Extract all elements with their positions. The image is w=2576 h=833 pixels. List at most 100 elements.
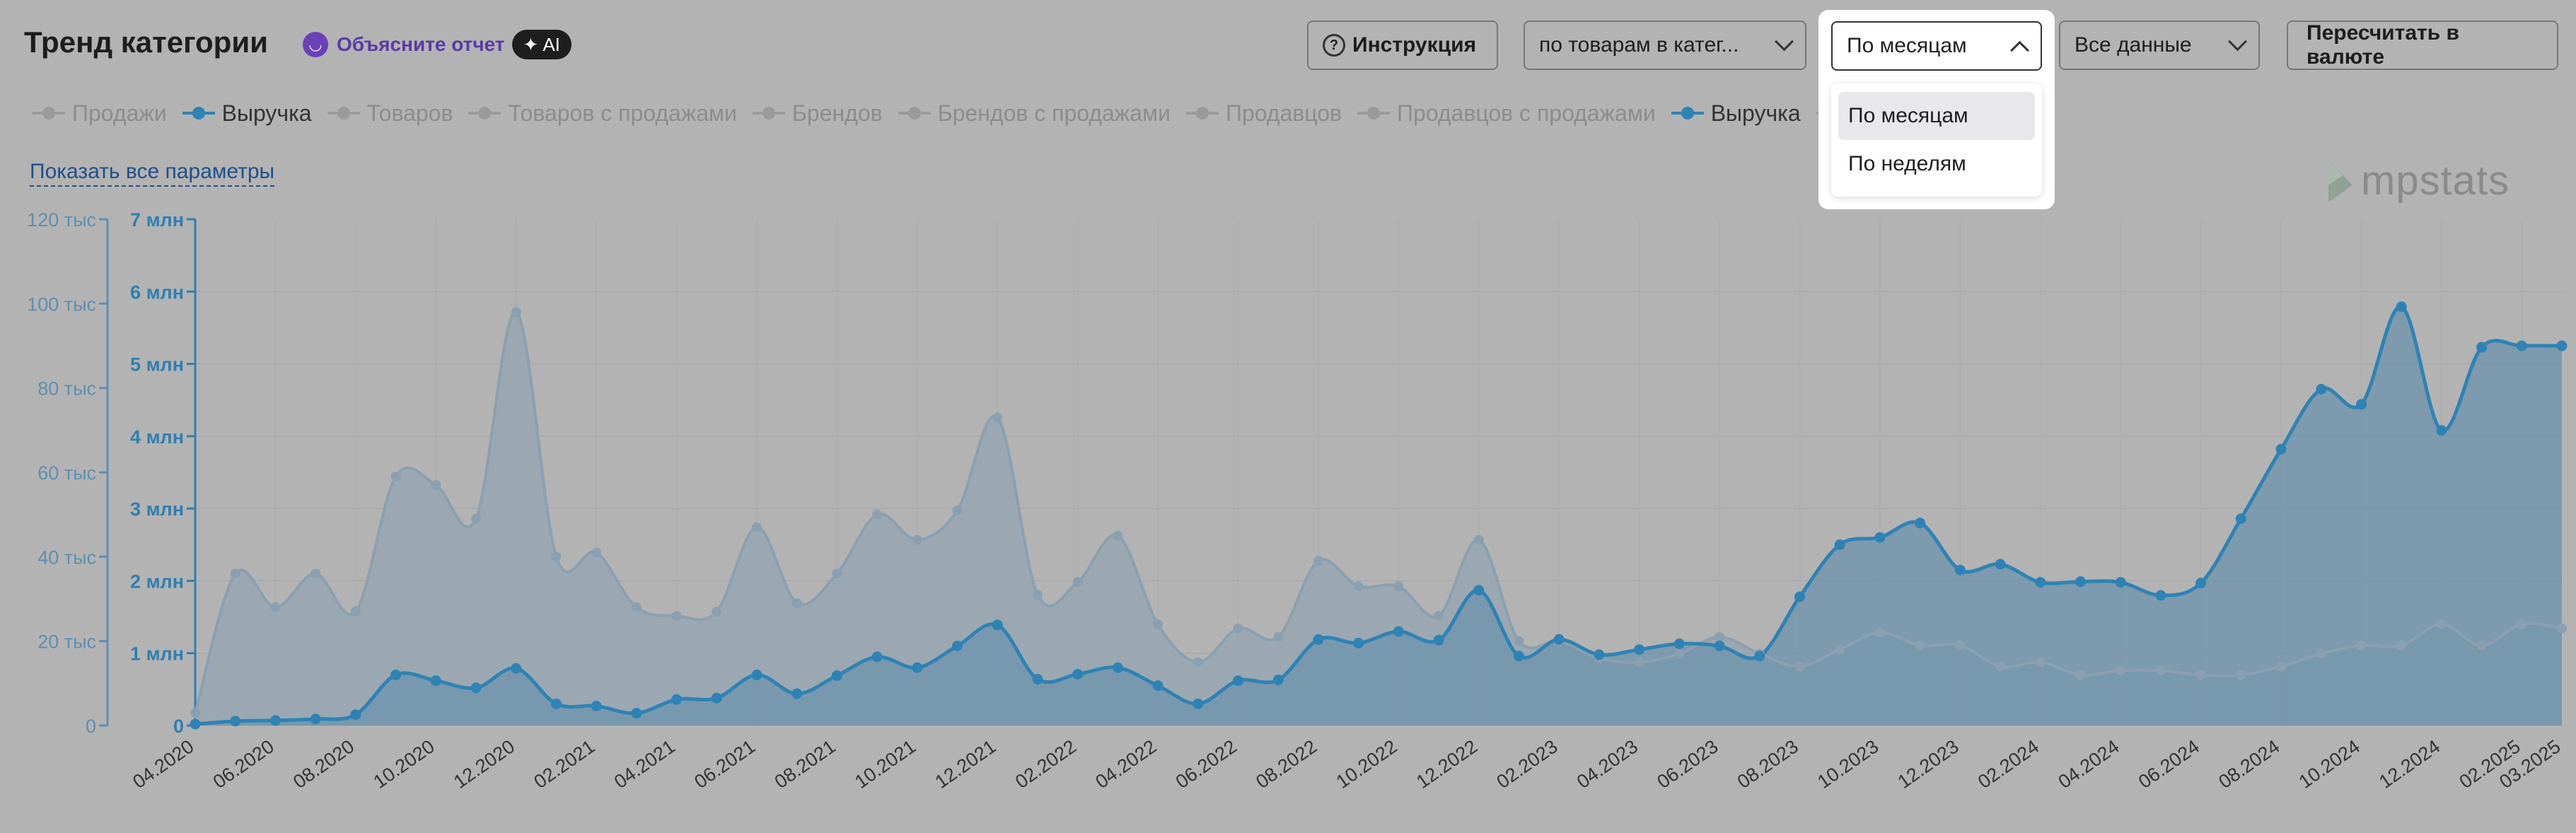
period-option-weeks[interactable]: По неделям <box>1848 152 1966 175</box>
right-axis-tick-label: 2 млн <box>130 571 184 592</box>
left-axis-tick-label: 0 <box>86 716 96 737</box>
legend-item[interactable]: Брендов с продажами <box>898 100 1171 127</box>
legend-label: Выручка <box>221 100 312 126</box>
revenue-point <box>390 669 402 680</box>
sales-point <box>872 509 883 520</box>
sales-point <box>311 569 321 579</box>
right-axis-tick-label: 0 <box>173 716 184 737</box>
left-axis-tick-label: 60 тыс <box>37 462 96 484</box>
x-axis-tick-label: 12.2022 <box>1412 735 1481 793</box>
revenue-point <box>1313 634 1324 645</box>
legend-item[interactable]: Выручка <box>1671 100 1801 127</box>
left-axis-tick-label: 40 тыс <box>37 547 96 568</box>
legend-item[interactable]: Продавцов с продажами <box>1357 100 1656 127</box>
legend-item[interactable]: Товаров с продажами <box>468 100 737 127</box>
revenue-point <box>1553 634 1565 645</box>
period-menu: По месяцам По неделям <box>1831 83 2042 197</box>
right-axis-tick-label: 7 млн <box>130 209 184 231</box>
sales-point <box>1393 581 1404 592</box>
revenue-point <box>1673 638 1685 649</box>
revenue-area <box>195 306 2562 726</box>
x-axis-tick-label: 04.2023 <box>1573 735 1642 793</box>
sales-point <box>1233 623 1243 634</box>
x-axis-tick-label: 12.2020 <box>450 735 518 793</box>
revenue-point <box>952 640 963 651</box>
right-axis-tick-label: 5 млн <box>130 354 184 375</box>
x-axis-tick-label: 02.2021 <box>530 735 598 793</box>
sales-point <box>591 547 602 558</box>
explain-report-label: Объясните отчет <box>337 33 505 55</box>
explain-report-link[interactable]: ◡ Объясните отчет ✦ AI <box>303 30 572 59</box>
revenue-point <box>511 663 522 674</box>
sales-point <box>1113 530 1123 541</box>
legend-label: Продавцов с продажами <box>1397 100 1656 126</box>
data-select[interactable]: Все данные <box>2059 21 2260 70</box>
instruction-button[interactable]: ? Инструкция <box>1307 21 1498 70</box>
sales-point <box>431 479 441 490</box>
sales-point <box>2396 640 2407 651</box>
revenue-point <box>1032 674 1043 685</box>
currency-recalc-button[interactable]: Пересчитать в валюте <box>2287 21 2558 70</box>
instruction-label: Инструкция <box>1352 33 1477 57</box>
revenue-point <box>2556 340 2568 351</box>
revenue-point <box>1954 564 1966 576</box>
x-axis-tick-label: 08.2021 <box>771 735 840 793</box>
sales-point <box>270 602 281 612</box>
trend-chart: 0 20 тыс 40 тыс 60 тыс 80 тыс 100 тыс 120 тыс 0… <box>27 209 2568 793</box>
x-axis-tick-label: 08.2022 <box>1252 735 1321 793</box>
period-option-months[interactable]: По месяцам <box>1838 92 2035 140</box>
sales-area <box>195 312 2562 726</box>
show-all-params-link[interactable]: Показать все параметры <box>30 160 275 187</box>
legend-marker-icon <box>1671 103 1704 124</box>
sales-point <box>992 412 1003 423</box>
sales-point <box>1434 610 1444 621</box>
legend-item[interactable]: Продавцов <box>1185 100 1342 127</box>
scope-select[interactable]: по товарам в катег... <box>1524 21 1806 70</box>
period-select-value: По месяцам <box>1847 34 1967 57</box>
revenue-point <box>2235 513 2246 524</box>
revenue-point <box>591 700 602 711</box>
sales-point <box>832 569 842 579</box>
legend-marker-icon <box>1357 103 1391 124</box>
sales-point <box>1473 535 1484 545</box>
revenue-point <box>871 651 883 663</box>
revenue-point <box>1594 649 1605 660</box>
revenue-point <box>751 669 762 680</box>
sales-point <box>751 522 762 532</box>
revenue-point <box>671 694 683 705</box>
legend-item[interactable]: Продажи <box>33 100 167 127</box>
sales-point <box>2476 640 2487 651</box>
revenue-point <box>190 718 201 730</box>
sales-point <box>791 598 802 608</box>
revenue-point <box>791 688 803 699</box>
sales-point <box>1995 661 2006 672</box>
legend-item[interactable]: Выручка <box>182 100 312 127</box>
revenue-point <box>470 682 482 694</box>
sales-point <box>2236 670 2246 680</box>
sales-point <box>712 606 722 617</box>
sales-point <box>1874 627 1885 638</box>
revenue-point <box>1152 680 1164 692</box>
revenue-point <box>912 662 923 673</box>
legend-label: Продажи <box>72 100 167 126</box>
legend-label: Выручка <box>1710 100 1801 126</box>
revenue-point <box>2155 590 2166 601</box>
legend-label: Брендов с продажами <box>937 100 1171 126</box>
sales-point <box>511 307 521 318</box>
chevron-down-icon <box>2228 31 2247 51</box>
legend-item[interactable]: Товаров <box>327 100 453 127</box>
ai-badge[interactable]: ✦ AI <box>511 30 572 59</box>
period-dropdown: По месяцам По месяцам По неделям <box>1818 10 2055 209</box>
period-select[interactable]: По месяцам <box>1831 21 2042 71</box>
sales-point <box>2035 657 2046 668</box>
revenue-point <box>430 675 441 687</box>
revenue-point <box>1513 651 1524 662</box>
revenue-point <box>1433 634 1444 646</box>
legend-item[interactable]: Брендов <box>752 100 883 127</box>
x-axis-tick-label: 04.2024 <box>2054 735 2123 793</box>
legend-marker-icon <box>898 103 931 124</box>
legend-marker-icon <box>182 103 215 124</box>
revenue-point <box>230 716 241 727</box>
legend-marker-icon <box>327 103 360 124</box>
sales-point <box>1794 661 1805 672</box>
